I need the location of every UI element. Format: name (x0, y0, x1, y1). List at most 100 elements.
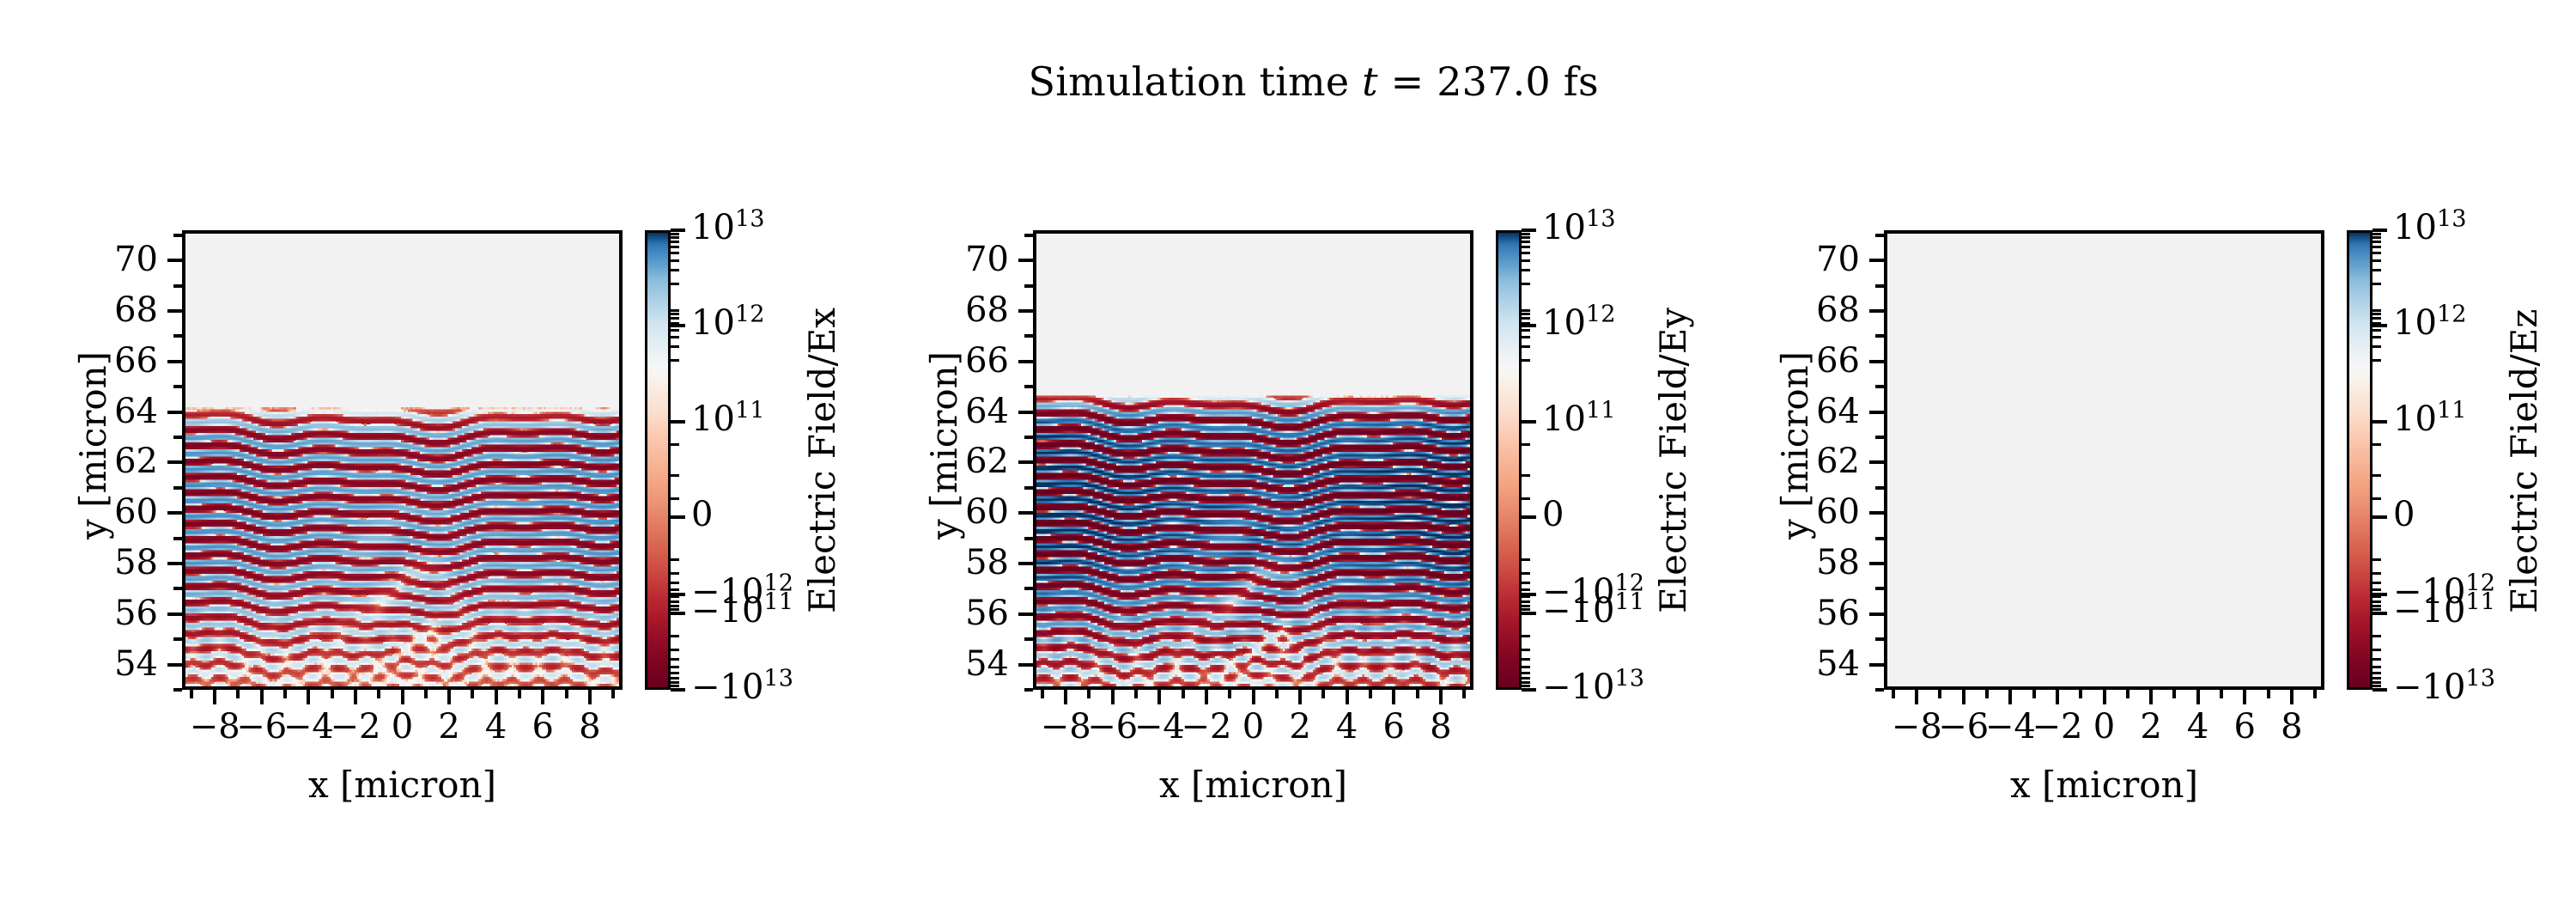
colorbar-minor-tick (2372, 671, 2381, 674)
y-tick-label: 58 (1816, 543, 1860, 582)
colorbar-minor-tick (1522, 317, 1530, 320)
figure-suptitle: Simulation time t = 237.0 fs (0, 12, 2576, 151)
colorbar-minor-tick (671, 635, 679, 638)
y-minor-tick (1024, 385, 1033, 389)
colorbar-tick-label: −1013 (2393, 667, 2495, 707)
colorbar-minor-tick (2372, 676, 2381, 680)
y-minor-tick (1875, 688, 1884, 692)
colorbar-minor-tick (1522, 252, 1530, 255)
colorbar-minor-tick (671, 420, 679, 424)
colorbar-minor-tick (1522, 665, 1530, 668)
y-minor-tick (1024, 637, 1033, 642)
x-major-tick (2196, 690, 2200, 704)
y-tick-label: 66 (114, 341, 158, 381)
colorbar-major-tick (1522, 611, 1536, 615)
colorbar-minor-tick (1522, 443, 1530, 447)
colorbar-minor-tick (671, 345, 679, 349)
colorbar-tick-label: 1011 (2393, 399, 2467, 438)
colorbar-major-tick (2372, 515, 2387, 520)
y-major-tick (1018, 460, 1033, 465)
y-tick-label: 64 (965, 392, 1009, 431)
y-minor-tick (1875, 334, 1884, 338)
colorbar-minor-tick (1522, 635, 1530, 638)
colorbar-minor-tick (671, 282, 679, 285)
colorbar-tick-label: 0 (2393, 495, 2415, 534)
x-major-tick (1345, 690, 1349, 704)
y-major-tick (1869, 259, 1884, 263)
x-major-tick (541, 690, 545, 704)
colorbar-tick-label: −1013 (1542, 667, 1644, 707)
x-major-tick (400, 690, 404, 704)
colorbar-minor-tick (1522, 680, 1530, 684)
x-tick-label: −4 (283, 707, 334, 747)
y-major-tick (167, 612, 182, 616)
y-minor-tick (1875, 485, 1884, 490)
y-major-tick (167, 460, 182, 465)
colorbar-minor-tick (671, 322, 679, 326)
colorbar-minor-tick (671, 259, 679, 262)
colorbar-minor-tick (2372, 241, 2381, 244)
x-minor-tick (2266, 690, 2270, 698)
x-tick-label: −2 (330, 707, 380, 747)
axes-ex (182, 230, 623, 690)
colorbar-minor-tick (671, 497, 679, 500)
x-tick-label: −6 (1087, 707, 1138, 747)
colorbar-tick-label: 1013 (2393, 208, 2467, 247)
colorbar-minor-tick (2372, 322, 2381, 326)
y-tick-label: 60 (1816, 492, 1860, 532)
y-minor-tick (1024, 688, 1033, 692)
colorbar-ey (1496, 230, 1522, 690)
y-minor-tick (1024, 485, 1033, 490)
y-minor-tick (173, 485, 182, 490)
colorbar-tick-label: −1011 (1542, 590, 1644, 630)
colorbar-major-tick (1522, 592, 1536, 596)
y-minor-tick (173, 233, 182, 237)
x-tick-label: 4 (2187, 707, 2208, 747)
x-minor-tick (2219, 690, 2223, 698)
x-minor-tick (1462, 690, 1467, 698)
x-minor-tick (189, 690, 193, 698)
colorbar-ez (2347, 230, 2372, 690)
colorbar-minor-tick (1522, 282, 1530, 285)
x-minor-tick (564, 690, 568, 698)
y-major-tick (167, 259, 182, 263)
x-major-tick (494, 690, 498, 704)
y-tick-label: 56 (965, 594, 1009, 633)
x-tick-label: 0 (2093, 707, 2115, 747)
y-major-tick (167, 359, 182, 363)
colorbar-minor-tick (2372, 594, 2381, 598)
colorbar-minor-tick (2372, 600, 2381, 603)
colorbar-label: Electric Field/Ez (2503, 308, 2545, 613)
x-tick-label: 2 (1289, 707, 1310, 747)
x-major-tick (1961, 690, 1965, 704)
colorbar-minor-tick (671, 232, 679, 235)
colorbar-minor-tick (671, 680, 679, 684)
x-minor-tick (1368, 690, 1372, 698)
y-tick-label: 60 (965, 492, 1009, 532)
colorbar-tick-label: 1012 (691, 303, 765, 343)
x-minor-tick (2032, 690, 2036, 698)
colorbar-minor-tick (671, 236, 679, 240)
colorbar-minor-tick (671, 241, 679, 244)
x-minor-tick (1087, 690, 1091, 698)
x-axis-label: x [micron] (1159, 764, 1347, 806)
y-tick-label: 62 (965, 442, 1009, 481)
colorbar-minor-tick (671, 358, 679, 362)
x-major-tick (2149, 690, 2154, 704)
x-minor-tick (1040, 690, 1044, 698)
colorbar-tick-label: 1013 (1542, 208, 1616, 247)
colorbar-minor-tick (1522, 581, 1530, 584)
colorbar-minor-tick (1522, 269, 1530, 272)
colorbar-minor-tick (671, 252, 679, 255)
y-minor-tick (173, 385, 182, 389)
colorbar-minor-tick (671, 328, 679, 332)
colorbar-minor-tick (1522, 671, 1530, 674)
colorbar-major-tick (2372, 229, 2387, 232)
x-minor-tick (423, 690, 428, 698)
colorbar-tick-label: 0 (1542, 495, 1564, 534)
colorbar-tick-label: −1011 (691, 590, 793, 630)
colorbar-minor-tick (671, 473, 679, 477)
colorbar-minor-tick (671, 671, 679, 674)
x-major-tick (1392, 690, 1396, 704)
